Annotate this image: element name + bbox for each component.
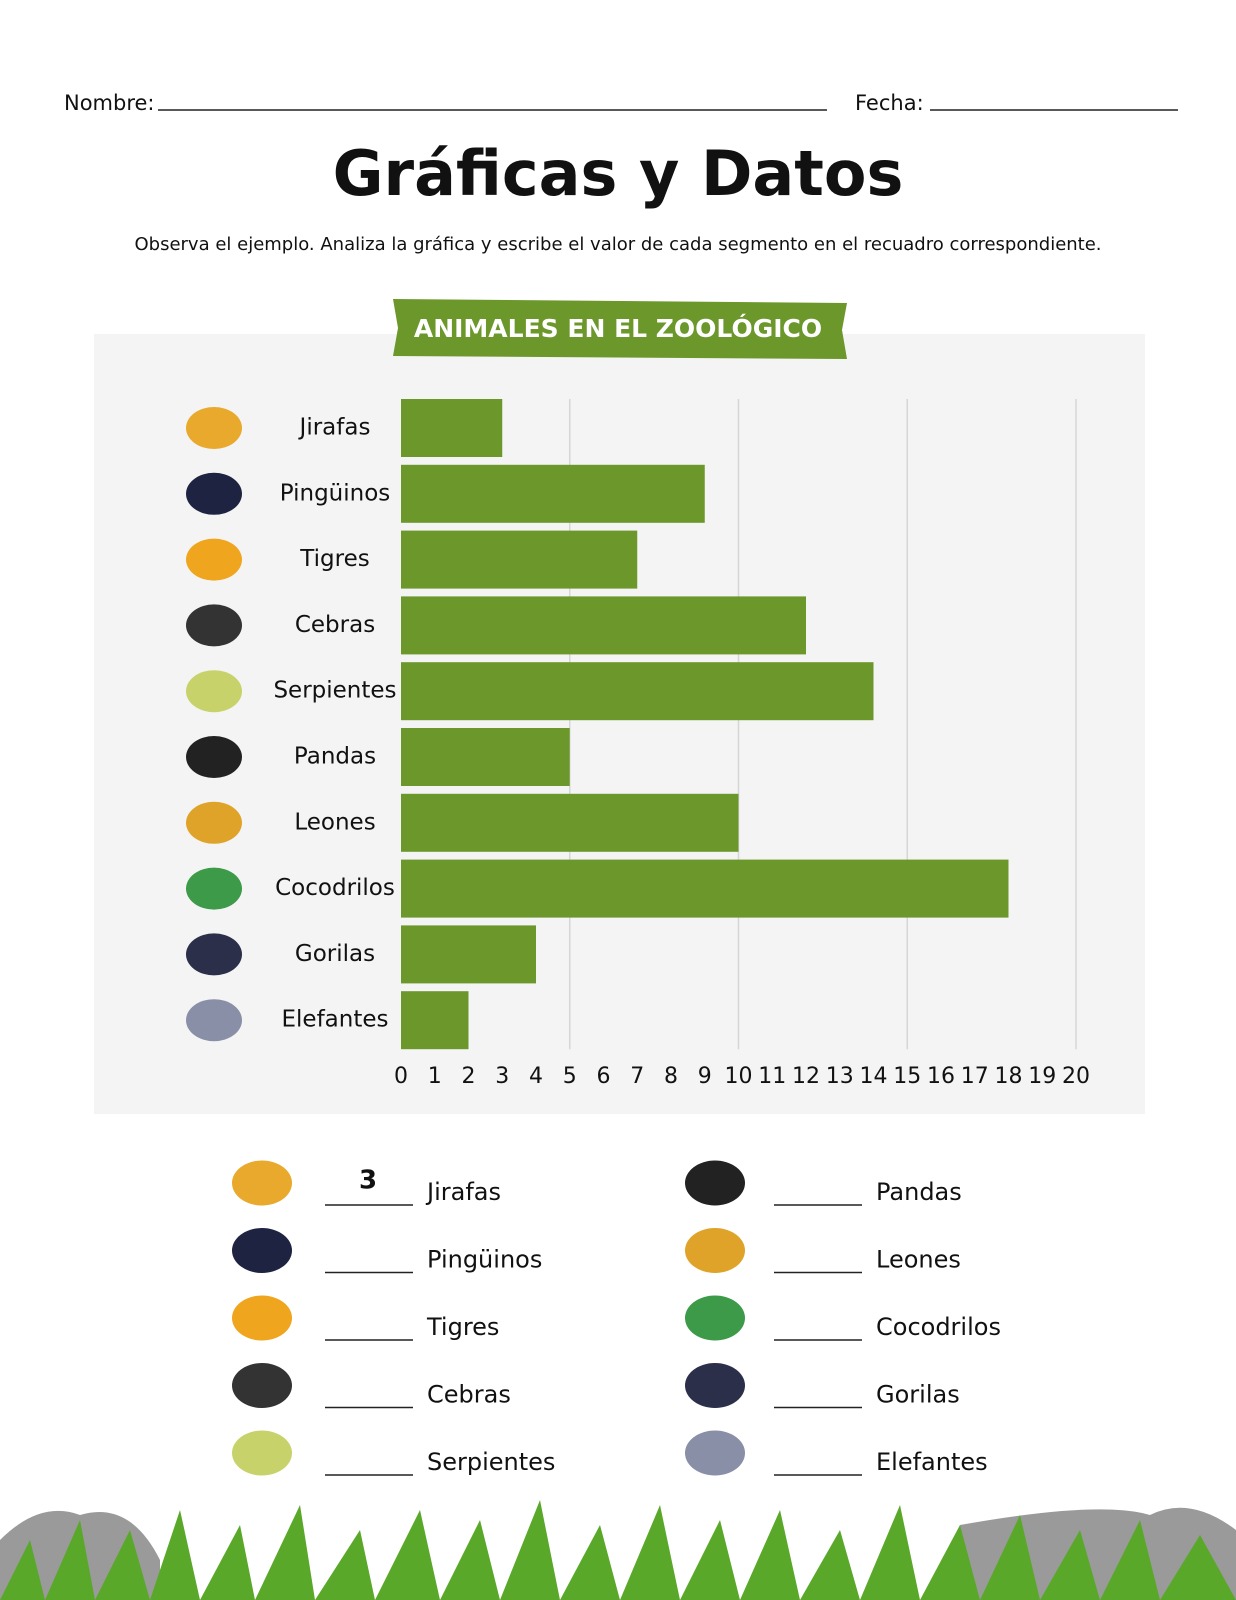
x-tick-label: 13 (826, 1064, 854, 1089)
item-label: Jirafas (425, 1178, 501, 1206)
x-tick-label: 8 (664, 1064, 678, 1089)
bar (401, 596, 806, 655)
animal-icon (186, 801, 242, 844)
x-tick-label: 10 (725, 1064, 753, 1089)
animal-icon (186, 736, 242, 778)
x-tick-label: 2 (462, 1064, 476, 1089)
animal-icon (232, 1430, 292, 1476)
animal-icon (232, 1363, 292, 1408)
animal-icon (685, 1160, 745, 1206)
item-label: Gorilas (876, 1381, 960, 1409)
answer: 3 (359, 1166, 377, 1196)
animal-icon (186, 407, 242, 449)
item-label: Cebras (427, 1381, 511, 1409)
animal-icon (232, 1228, 292, 1273)
grass (0, 1500, 1236, 1600)
bar (401, 464, 705, 523)
y-tick-label: Jirafas (298, 415, 371, 441)
item-label: Pandas (876, 1178, 962, 1206)
x-tick-label: 15 (893, 1064, 921, 1089)
x-tick-label: 19 (1028, 1064, 1056, 1089)
page-title: Gráficas y Datos (333, 137, 904, 210)
animal-icon (186, 538, 242, 581)
animal-icon (186, 999, 242, 1042)
bar (401, 859, 1009, 918)
chart-panel (94, 334, 1145, 1114)
name-label: Nombre: (64, 91, 155, 115)
animal-icon (186, 670, 242, 713)
y-tick-label: Leones (294, 809, 375, 835)
x-tick-label: 9 (698, 1064, 712, 1089)
x-tick-label: 12 (792, 1064, 820, 1089)
animal-icon (186, 472, 242, 515)
chart-title: ANIMALES EN EL ZOOLÓGICO (414, 313, 822, 343)
bar (401, 728, 570, 786)
item-label: Elefantes (876, 1448, 988, 1476)
x-tick-label: 16 (927, 1064, 955, 1089)
animal-icon (232, 1160, 292, 1206)
y-tick-label: Gorilas (295, 941, 375, 967)
x-tick-label: 11 (758, 1064, 786, 1089)
x-tick-label: 6 (597, 1064, 611, 1089)
x-tick-label: 3 (495, 1064, 509, 1089)
bar (401, 925, 536, 984)
x-tick-label: 7 (630, 1064, 644, 1089)
animal-icon (685, 1295, 745, 1341)
y-tick-label: Cebras (295, 612, 375, 638)
bar (401, 530, 638, 589)
bar (401, 399, 503, 457)
x-tick-label: 17 (961, 1064, 989, 1089)
item-label: Leones (876, 1246, 961, 1274)
animal-icon (685, 1363, 745, 1408)
x-tick-label: 0 (394, 1064, 408, 1089)
y-tick-label: Tigres (299, 546, 369, 572)
y-tick-label: Pandas (294, 744, 376, 770)
date-label: Fecha: (855, 91, 924, 115)
bar (401, 793, 739, 852)
chart-banner (393, 299, 847, 359)
x-tick-label: 18 (995, 1064, 1023, 1089)
x-tick-label: 14 (860, 1064, 888, 1089)
animal-icon (232, 1295, 292, 1341)
instructions: Observa el ejemplo. Analiza la gráfica y… (134, 234, 1101, 255)
x-tick-label: 1 (428, 1064, 442, 1089)
item-label: Serpientes (427, 1448, 555, 1476)
y-tick-label: Pingüinos (280, 480, 391, 506)
animal-icon (685, 1228, 745, 1273)
item-label: Pingüinos (427, 1246, 542, 1274)
animal-icon (685, 1430, 745, 1476)
x-tick-label: 5 (563, 1064, 577, 1089)
bar (401, 662, 874, 721)
animal-icon (186, 867, 242, 910)
bar (401, 991, 469, 1050)
x-tick-label: 4 (529, 1064, 543, 1089)
animal-icon (186, 933, 242, 976)
y-tick-label: Serpientes (273, 678, 396, 704)
animal-icon (186, 604, 242, 647)
y-tick-label: Elefantes (282, 1007, 389, 1033)
item-label: Cocodrilos (876, 1313, 1001, 1341)
item-label: Tigres (426, 1313, 499, 1341)
x-tick-label: 20 (1062, 1064, 1090, 1089)
y-tick-label: Cocodrilos (275, 875, 395, 901)
